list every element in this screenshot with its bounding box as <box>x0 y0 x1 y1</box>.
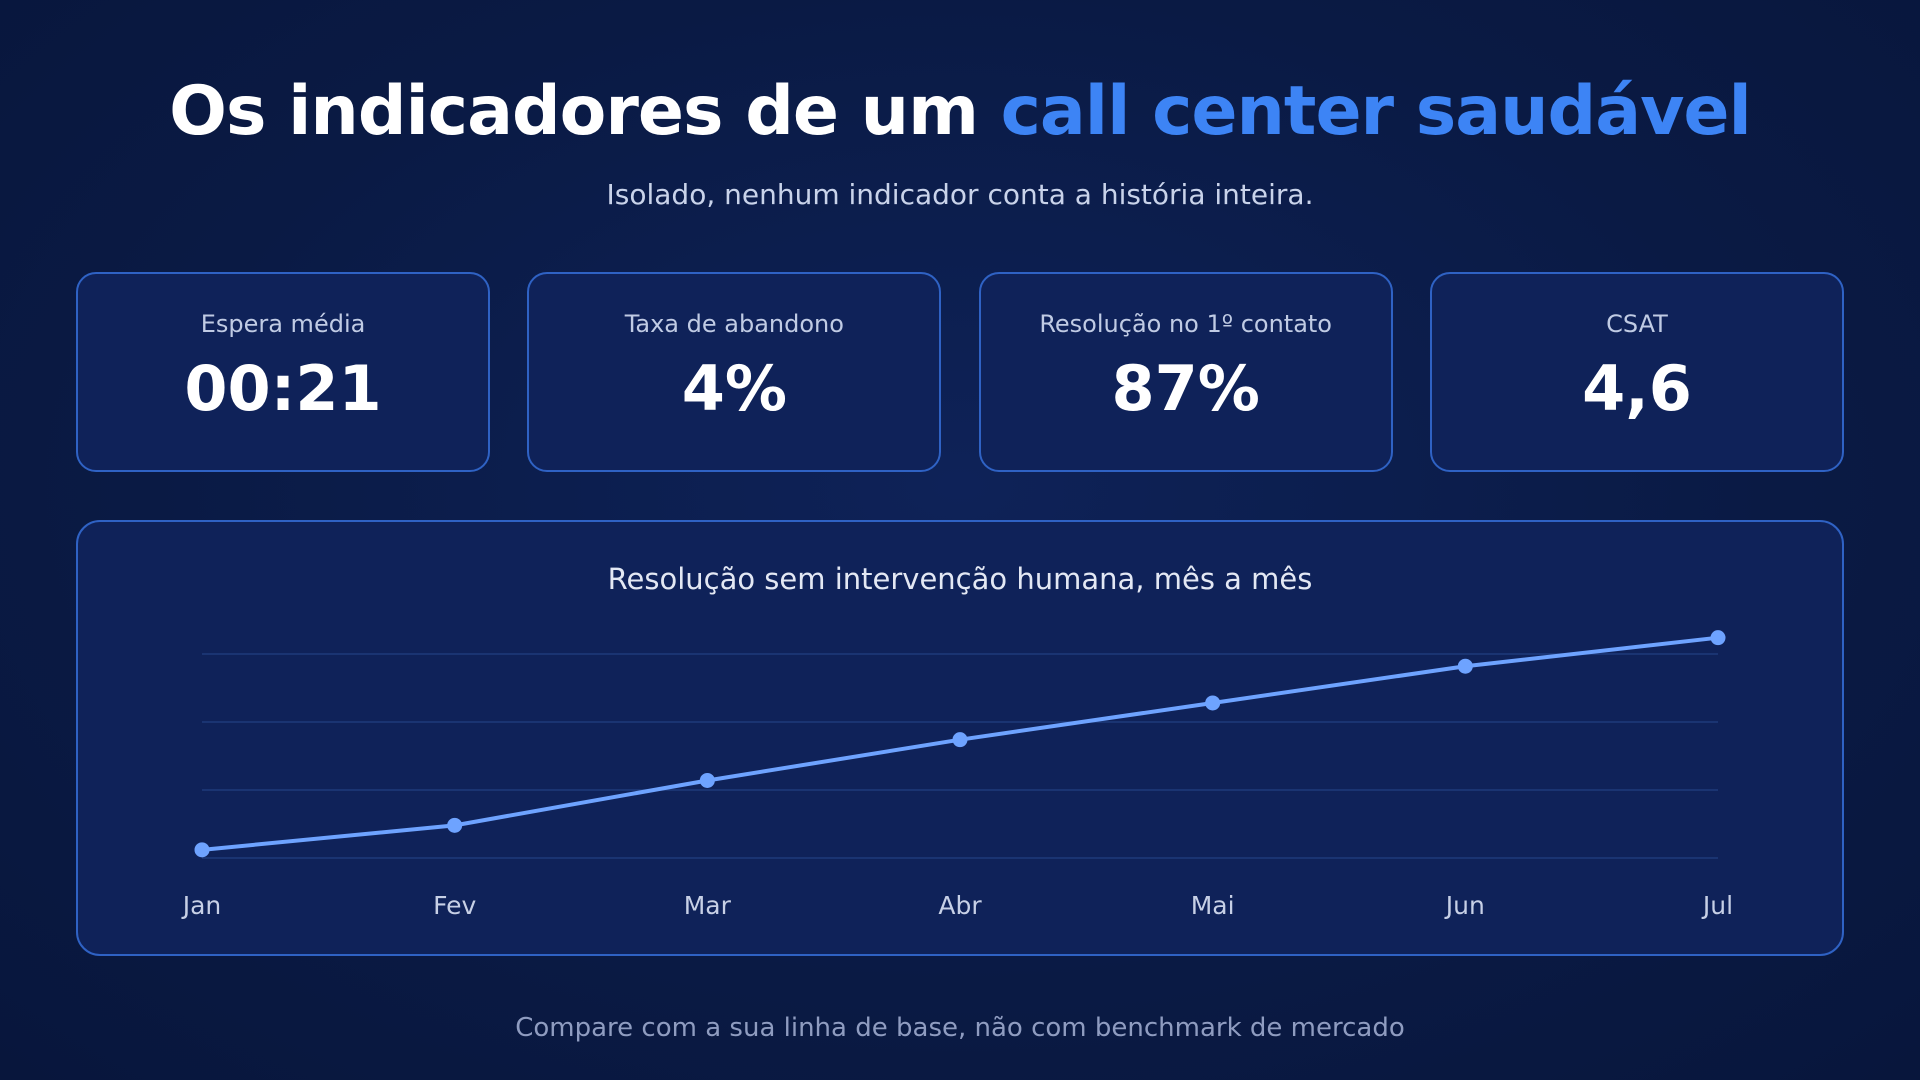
title-main-text: Os indicadores de um <box>169 72 1001 151</box>
title-accent-text: call center saudável <box>1000 72 1752 151</box>
x-tick-label: Abr <box>938 891 982 920</box>
kpi-card-first-contact-resolution: Resolução no 1º contato 87% <box>978 272 1393 472</box>
x-tick-label: Mar <box>684 891 732 920</box>
chart-panel: Resolução sem intervenção humana, mês a … <box>76 520 1844 956</box>
footer-note: Compare com a sua linha de base, não com… <box>515 1013 1405 1043</box>
kpi-value: 87% <box>1111 352 1260 425</box>
kpi-label: Espera média <box>200 310 366 338</box>
x-tick-label: Jun <box>1444 891 1485 920</box>
data-point <box>194 842 210 858</box>
kpi-value: 4% <box>681 352 787 425</box>
x-tick-label: Jan <box>181 891 222 920</box>
data-point <box>952 732 968 748</box>
line-chart: Jan Fev Mar Abr Mai Jun Jul <box>181 630 1733 920</box>
data-point <box>1457 658 1473 674</box>
kpi-label: Resolução no 1º contato <box>1039 310 1332 338</box>
x-tick-label: Fev <box>433 891 476 920</box>
kpi-value: 4,6 <box>1582 352 1692 425</box>
kpi-value: 00:21 <box>184 352 382 425</box>
x-tick-label: Mai <box>1191 891 1235 920</box>
kpi-cards: Espera média 00:21 Taxa de abandono 4% R… <box>76 272 1844 472</box>
data-point <box>699 772 715 788</box>
data-point <box>1205 695 1221 711</box>
kpi-card-csat: CSAT 4,6 <box>1429 272 1844 472</box>
kpi-card-abandon-rate: Taxa de abandono 4% <box>527 272 942 472</box>
kpi-label: CSAT <box>1606 310 1668 338</box>
kpi-card-wait-time: Espera média 00:21 <box>76 272 490 472</box>
page-title: Os indicadores de um call center saudáve… <box>0 72 1920 151</box>
chart-title: Resolução sem intervenção humana, mês a … <box>607 562 1313 596</box>
page-subtitle: Isolado, nenhum indicador conta a histór… <box>606 178 1314 211</box>
kpi-label: Taxa de abandono <box>624 310 844 338</box>
x-tick-label: Jul <box>1701 891 1733 920</box>
data-point <box>447 817 463 833</box>
data-point <box>1710 630 1726 646</box>
